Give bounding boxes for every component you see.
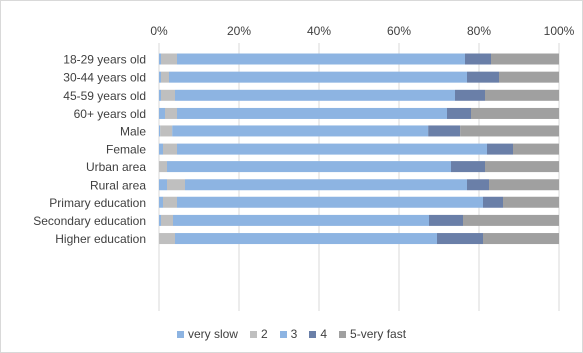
bar-segment-4	[437, 233, 483, 245]
legend-item-5-very-fast: 5-very fast	[339, 327, 406, 341]
bar-segment-3	[177, 143, 487, 155]
category-label: 60+ years old	[74, 107, 146, 121]
bar-segment-4	[487, 143, 513, 155]
bar-segment-5-very-fast	[485, 89, 559, 101]
bar-segment-2	[163, 143, 177, 155]
legend-label-2: 2	[260, 327, 268, 341]
stacked-bar-chart: 0% 20% 40% 60% 80% 100% 18-29 years old 30-44 y…	[33, 24, 575, 311]
bar-segment-2	[161, 89, 175, 101]
bar-segment-3	[177, 53, 465, 65]
bar-segment-3	[177, 196, 483, 208]
x-tick-label: 40%	[307, 24, 331, 38]
bar-segment-2	[161, 53, 177, 65]
legend-swatch-4	[309, 330, 317, 338]
category-label: 30-44 years old	[63, 71, 146, 85]
bar-segment-very-slow	[159, 196, 163, 208]
category-label: Primary education	[49, 196, 146, 210]
bar-segment-2	[161, 214, 173, 226]
legend-item-3: 3	[279, 327, 298, 341]
bar-segment-3	[169, 71, 467, 83]
legend-swatch-5-very-fast	[339, 330, 347, 338]
x-tick-label: 60%	[387, 24, 411, 38]
bar-segment-5-very-fast	[491, 53, 559, 65]
bar-segment-very-slow	[159, 107, 165, 119]
bar-segment-2	[160, 125, 173, 137]
bar-segment-5-very-fast	[460, 125, 559, 137]
bar-segment-very-slow	[159, 214, 161, 226]
bar-segment-very-slow	[159, 179, 167, 191]
bar-segment-3	[185, 179, 467, 191]
x-tick-label: 80%	[467, 24, 491, 38]
bar-segment-very-slow	[159, 71, 161, 83]
bar-segment-4	[429, 214, 463, 226]
legend-swatch-2	[249, 330, 257, 338]
legend-label-5-very-fast: 5-very fast	[350, 327, 407, 341]
legend: very slow 2 3 4 5-very fast	[1, 327, 582, 341]
bar-segment-4	[467, 179, 489, 191]
bar-segment-5-very-fast	[489, 179, 559, 191]
bar-segment-very-slow	[159, 89, 161, 101]
bar-segment-2	[167, 179, 185, 191]
x-tick-label: 0%	[150, 24, 168, 38]
category-label: 45-59 years old	[63, 89, 146, 103]
bar-segment-3	[177, 107, 447, 119]
bar-segment-3	[172, 125, 429, 137]
category-label: Higher education	[55, 232, 146, 246]
bar-segment-3	[175, 233, 437, 245]
legend-item-very-slow: very slow	[176, 327, 238, 341]
bar-segment-2	[159, 233, 175, 245]
legend-item-4: 4	[309, 327, 327, 341]
bar-segment-4	[451, 161, 485, 173]
legend-swatch-very-slow	[176, 330, 184, 338]
bar-segment-2	[161, 71, 169, 83]
bar-segment-5-very-fast	[503, 196, 559, 208]
bar-segment-4	[447, 107, 471, 119]
x-tick-label: 100%	[544, 24, 575, 38]
legend-label-4: 4	[320, 327, 328, 341]
bar-segment-3	[173, 214, 429, 226]
bar-segment-very-slow	[159, 143, 163, 155]
category-label: Secondary education	[33, 214, 146, 228]
bar-segment-5-very-fast	[485, 161, 559, 173]
bar-segment-5-very-fast	[499, 71, 559, 83]
bar-segment-4	[465, 53, 491, 65]
bar-segment-2	[163, 196, 177, 208]
bar-segment-4	[467, 71, 499, 83]
bar-segment-very-slow	[159, 125, 161, 137]
category-label: Rural area	[90, 178, 146, 192]
legend-label-3: 3	[290, 327, 298, 341]
bar-segment-2	[159, 161, 167, 173]
category-label: Urban area	[86, 160, 146, 174]
bar-segment-3	[167, 161, 451, 173]
legend-label-very-slow: very slow	[187, 327, 238, 341]
legend-item-2: 2	[249, 327, 268, 341]
bar-segment-3	[175, 89, 455, 101]
bar-segment-5-very-fast	[483, 233, 559, 245]
legend-swatch-3	[279, 330, 287, 338]
x-tick-label: 20%	[227, 24, 251, 38]
bar-segment-4	[455, 89, 485, 101]
category-label: Male	[120, 124, 146, 138]
bar-segment-2	[165, 107, 177, 119]
bar-segment-5-very-fast	[463, 214, 559, 226]
category-label: Female	[106, 143, 146, 157]
bar-segment-very-slow	[159, 53, 161, 65]
bar-segment-5-very-fast	[471, 107, 559, 119]
bar-segment-5-very-fast	[513, 143, 559, 155]
bar-segment-4	[428, 125, 461, 137]
category-label: 18-29 years old	[63, 53, 146, 67]
bar-segment-4	[483, 196, 503, 208]
